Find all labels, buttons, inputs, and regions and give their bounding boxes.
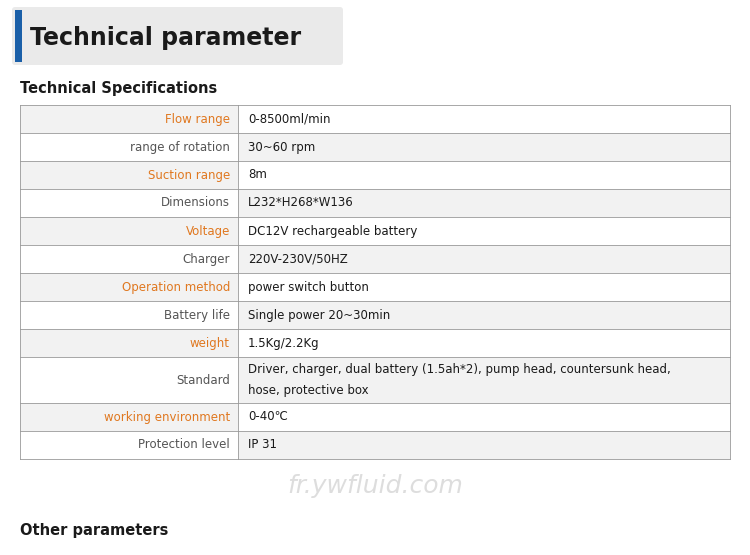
Text: Battery life: Battery life	[164, 309, 230, 321]
Text: L232*H268*W136: L232*H268*W136	[248, 196, 354, 209]
Text: Voltage: Voltage	[186, 225, 230, 238]
Text: Single power 20~30min: Single power 20~30min	[248, 309, 390, 321]
Bar	[238, 357, 730, 403]
Text: 0-8500ml/min: 0-8500ml/min	[248, 113, 331, 125]
Bar	[20, 301, 238, 329]
Text: range of rotation: range of rotation	[130, 140, 230, 154]
Bar	[238, 105, 730, 133]
Text: 220V-230V/50HZ: 220V-230V/50HZ	[248, 253, 348, 265]
Bar	[238, 133, 730, 161]
Text: Technical parameter: Technical parameter	[30, 26, 301, 50]
Bar	[20, 329, 238, 357]
Text: working environment: working environment	[104, 411, 230, 423]
Text: Other parameters: Other parameters	[20, 522, 168, 537]
Bar	[20, 133, 238, 161]
Text: Technical Specifications: Technical Specifications	[20, 80, 217, 95]
Text: Suction range: Suction range	[148, 169, 230, 181]
Text: fr.ywfluid.com: fr.ywfluid.com	[287, 474, 463, 498]
Bar	[20, 105, 238, 133]
Bar	[238, 245, 730, 273]
Bar	[238, 431, 730, 459]
Bar	[15, 10, 22, 62]
Text: Protection level: Protection level	[138, 438, 230, 452]
Text: Flow range: Flow range	[165, 113, 230, 125]
Bar	[238, 273, 730, 301]
Bar	[20, 245, 238, 273]
Bar	[20, 403, 238, 431]
Bar	[238, 403, 730, 431]
Bar	[238, 161, 730, 189]
Text: DC12V rechargeable battery: DC12V rechargeable battery	[248, 225, 417, 238]
Bar	[20, 161, 238, 189]
Bar	[238, 217, 730, 245]
Text: 8m: 8m	[248, 169, 267, 181]
Text: Standard: Standard	[176, 374, 230, 386]
Text: 1.5Kg/2.2Kg: 1.5Kg/2.2Kg	[248, 336, 320, 350]
Text: Operation method: Operation method	[122, 280, 230, 294]
Bar	[20, 189, 238, 217]
Bar	[238, 329, 730, 357]
Text: weight: weight	[190, 336, 230, 350]
Text: Dimensions: Dimensions	[161, 196, 230, 209]
Text: IP 31: IP 31	[248, 438, 277, 452]
Bar	[20, 273, 238, 301]
Text: power switch button: power switch button	[248, 280, 369, 294]
Text: hose, protective box: hose, protective box	[248, 384, 369, 397]
Bar	[238, 301, 730, 329]
Bar	[20, 431, 238, 459]
Text: Driver, charger, dual battery (1.5ah*2), pump head, countersunk head,: Driver, charger, dual battery (1.5ah*2),…	[248, 364, 670, 376]
FancyBboxPatch shape	[12, 7, 343, 65]
Text: 30~60 rpm: 30~60 rpm	[248, 140, 315, 154]
Bar	[238, 189, 730, 217]
Bar	[20, 357, 238, 403]
Text: Charger: Charger	[182, 253, 230, 265]
Text: 0-40℃: 0-40℃	[248, 411, 288, 423]
Bar	[20, 217, 238, 245]
